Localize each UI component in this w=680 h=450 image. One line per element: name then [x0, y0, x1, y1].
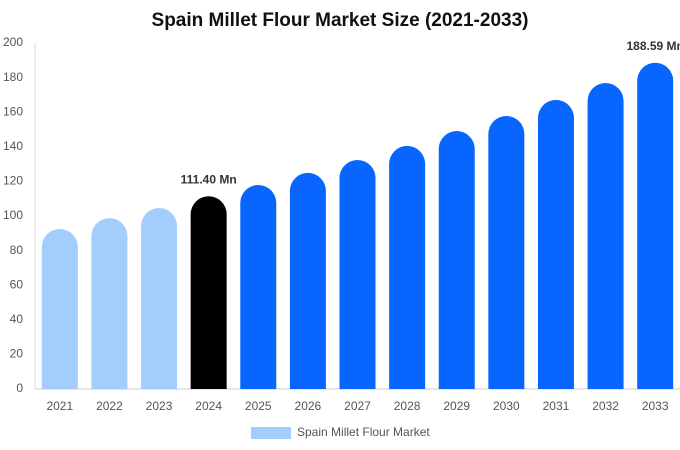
- bar: [389, 145, 426, 389]
- bar: [91, 218, 128, 389]
- x-tick-label: 2033: [642, 399, 669, 413]
- y-tick-label: 200: [3, 35, 23, 49]
- y-tick-label: 180: [3, 70, 23, 84]
- chart-title: Spain Millet Flour Market Size (2021-203…: [152, 10, 529, 31]
- y-tick-label: 160: [3, 104, 23, 118]
- y-tick-label: 120: [3, 174, 23, 188]
- legend-label: Spain Millet Flour Market: [297, 425, 430, 439]
- y-tick-label: 60: [10, 277, 24, 291]
- bar: [289, 172, 326, 389]
- legend-swatch: [251, 427, 291, 439]
- x-tick-label: 2027: [344, 399, 371, 413]
- bar: [41, 228, 78, 389]
- x-tick-label: 2025: [245, 399, 272, 413]
- bar: [438, 131, 475, 389]
- bar: [141, 208, 178, 389]
- x-tick-label: 2022: [96, 399, 123, 413]
- data-label: 188.59 Mn: [627, 39, 680, 53]
- bar: [190, 196, 227, 389]
- x-tick-label: 2030: [493, 399, 520, 413]
- y-tick-label: 100: [3, 208, 23, 222]
- x-tick-label: 2024: [195, 399, 222, 413]
- y-tick-label: 20: [10, 347, 24, 361]
- bar: [587, 82, 624, 389]
- bar: [637, 62, 674, 389]
- x-tick-label: 2023: [146, 399, 173, 413]
- x-tick-label: 2026: [295, 399, 322, 413]
- bar: [537, 99, 574, 390]
- y-tick-label: 40: [10, 312, 24, 326]
- data-label: 111.40 Mn: [181, 172, 237, 186]
- bar: [488, 116, 525, 389]
- y-tick-label: 140: [3, 139, 23, 153]
- y-tick-label: 80: [10, 243, 24, 257]
- x-tick-label: 2028: [394, 399, 421, 413]
- bar: [339, 159, 376, 389]
- x-tick-label: 2021: [46, 399, 73, 413]
- bar: [240, 185, 277, 389]
- x-tick-label: 2031: [543, 399, 570, 413]
- y-tick-label: 0: [16, 381, 23, 395]
- x-tick-label: 2029: [443, 399, 470, 413]
- x-tick-label: 2032: [592, 399, 619, 413]
